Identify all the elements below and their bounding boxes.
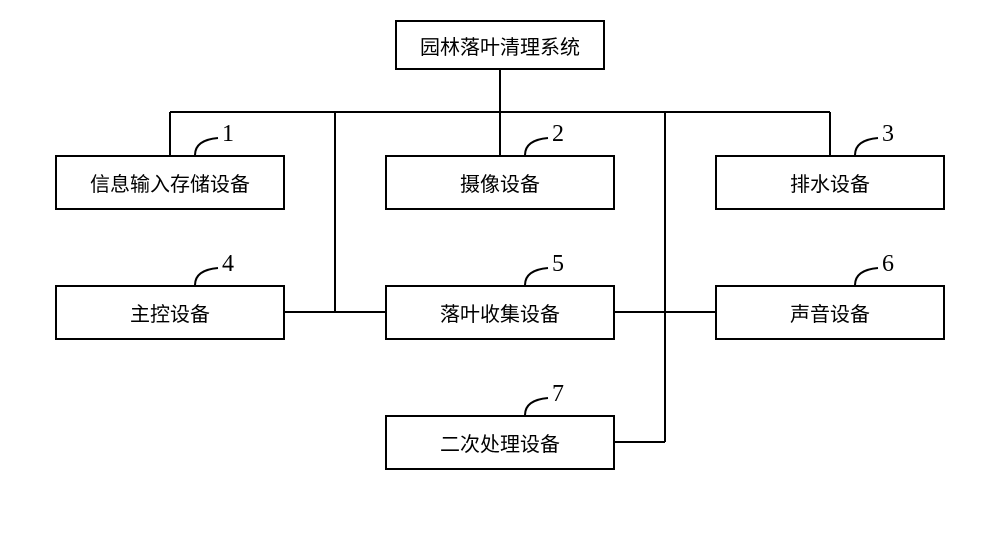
root-box: 园林落叶清理系统 [395, 20, 605, 70]
node-label: 主控设备 [130, 298, 210, 327]
node-box-2: 摄像设备 [385, 155, 615, 210]
diagram-canvas: 园林落叶清理系统 信息输入存储设备 摄像设备 排水设备 主控设备 落叶收集设备 … [0, 0, 1000, 536]
node-box-4: 主控设备 [55, 285, 285, 340]
node-label: 排水设备 [790, 168, 870, 197]
node-box-7: 二次处理设备 [385, 415, 615, 470]
node-number-7: 7 [552, 381, 564, 408]
node-number-2: 2 [552, 121, 564, 148]
node-number-4: 4 [222, 251, 234, 278]
node-label: 声音设备 [790, 298, 870, 327]
node-label: 二次处理设备 [440, 428, 560, 457]
node-box-1: 信息输入存储设备 [55, 155, 285, 210]
node-box-3: 排水设备 [715, 155, 945, 210]
node-number-3: 3 [882, 121, 894, 148]
node-label: 落叶收集设备 [440, 298, 560, 327]
node-number-5: 5 [552, 251, 564, 278]
node-number-6: 6 [882, 251, 894, 278]
node-box-6: 声音设备 [715, 285, 945, 340]
node-label: 摄像设备 [460, 168, 540, 197]
node-box-5: 落叶收集设备 [385, 285, 615, 340]
node-label: 信息输入存储设备 [90, 168, 250, 197]
root-label: 园林落叶清理系统 [420, 31, 580, 60]
node-number-1: 1 [222, 121, 234, 148]
